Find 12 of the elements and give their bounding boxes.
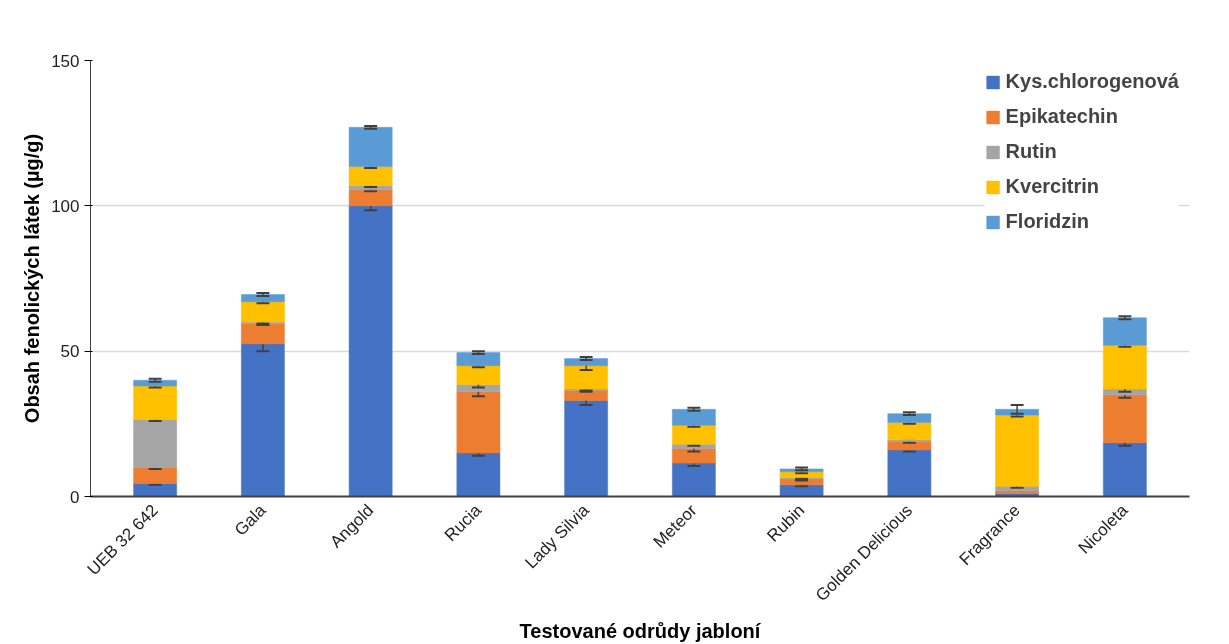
y-tick-label: 0 — [70, 487, 80, 507]
legend-label: Epikatechin — [1005, 105, 1118, 128]
legend-label: Rutin — [1005, 140, 1057, 163]
legend-label: Kys.chlorogenová — [1005, 70, 1179, 93]
y-tick-label: 150 — [51, 51, 80, 71]
legend-label: Kvercitrin — [1005, 175, 1099, 198]
x-axis-title: Testované odrůdy jabloní — [519, 619, 762, 642]
legend-label: Floridzin — [1005, 210, 1089, 233]
y-axis-title: Obsah fenolických látek (µg/g) — [21, 133, 44, 424]
y-tick-label: 100 — [51, 196, 80, 216]
y-tick-label: 50 — [60, 342, 80, 362]
x-tick-label: Gala — [230, 500, 270, 540]
